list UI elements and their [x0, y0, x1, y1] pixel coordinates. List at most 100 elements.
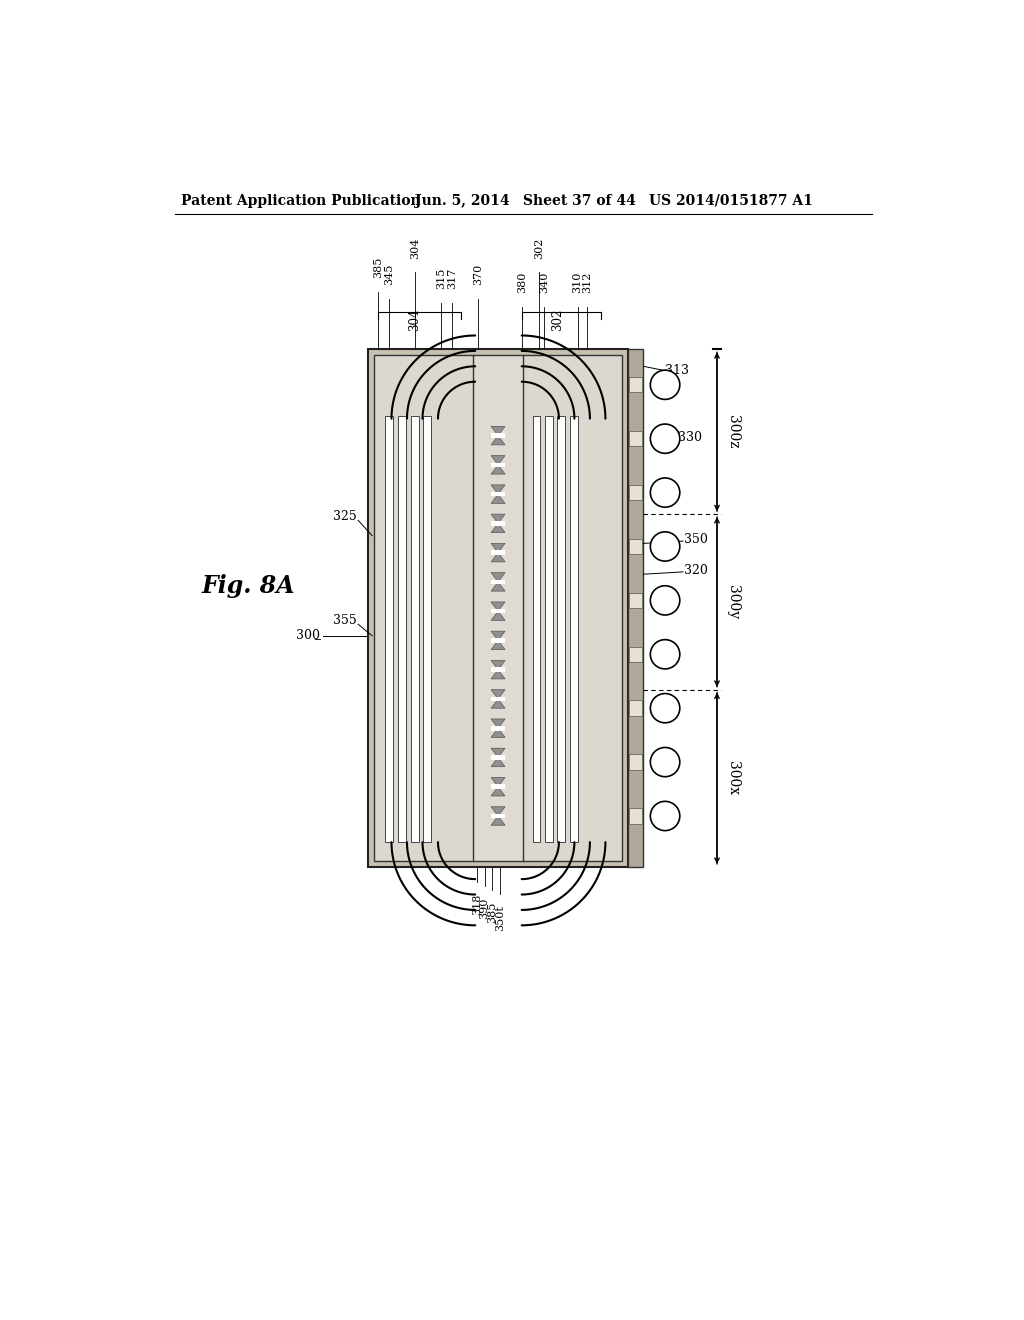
Text: Jun. 5, 2014: Jun. 5, 2014 [415, 194, 509, 207]
Bar [630, 593, 642, 609]
Polygon shape [492, 700, 505, 708]
Polygon shape [492, 787, 505, 796]
Circle shape [650, 640, 680, 669]
Polygon shape [492, 524, 505, 533]
Polygon shape [492, 807, 505, 816]
Bar [492, 609, 505, 614]
Bar [492, 813, 505, 818]
Bar [630, 647, 642, 663]
Polygon shape [492, 553, 505, 562]
Bar [545, 416, 553, 842]
Bar [492, 579, 505, 585]
Text: 350: 350 [684, 533, 709, 546]
Text: Fig. 8A: Fig. 8A [202, 574, 295, 598]
Bar [369, 350, 628, 867]
Circle shape [650, 747, 680, 776]
Text: 380: 380 [517, 272, 526, 293]
Circle shape [650, 586, 680, 615]
Bar [398, 416, 407, 842]
Bar [628, 350, 643, 867]
Bar [492, 462, 505, 467]
Bar [521, 355, 623, 861]
Bar [630, 539, 642, 554]
Polygon shape [492, 611, 505, 620]
Bar [532, 416, 541, 842]
Bar [473, 355, 523, 861]
Text: 390: 390 [479, 898, 489, 919]
Bar [492, 550, 505, 554]
Bar [423, 416, 431, 842]
Text: 312: 312 [582, 272, 592, 293]
Text: 315: 315 [436, 268, 446, 289]
Bar [492, 697, 505, 701]
Bar [492, 726, 505, 730]
Polygon shape [492, 573, 505, 582]
Polygon shape [492, 582, 505, 591]
Text: 317: 317 [446, 268, 457, 289]
Text: 320: 320 [684, 564, 709, 577]
Bar [630, 701, 642, 715]
Circle shape [650, 370, 680, 400]
Text: 304: 304 [409, 309, 421, 331]
Bar [630, 755, 642, 770]
Polygon shape [492, 436, 505, 445]
Polygon shape [492, 494, 505, 503]
Text: 340: 340 [540, 272, 549, 293]
Circle shape [650, 424, 680, 453]
Bar [492, 755, 505, 760]
Bar [375, 355, 475, 861]
Text: 330: 330 [678, 432, 702, 445]
Text: Patent Application Publication: Patent Application Publication [180, 194, 420, 207]
Text: 385: 385 [487, 902, 498, 923]
Text: 302: 302 [552, 309, 564, 331]
Text: 350t: 350t [495, 906, 505, 931]
Bar [557, 416, 565, 842]
Polygon shape [492, 484, 505, 494]
Bar [492, 638, 505, 643]
Text: US 2014/0151877 A1: US 2014/0151877 A1 [649, 194, 813, 207]
Bar [385, 416, 393, 842]
Polygon shape [492, 689, 505, 700]
Text: 345: 345 [384, 264, 394, 285]
Text: 302: 302 [534, 238, 544, 259]
Text: 370: 370 [473, 264, 483, 285]
Polygon shape [492, 729, 505, 738]
Polygon shape [492, 748, 505, 758]
Text: 304: 304 [410, 238, 420, 259]
Polygon shape [492, 669, 505, 678]
Polygon shape [492, 602, 505, 611]
Bar [492, 492, 505, 496]
Bar [411, 416, 419, 842]
Circle shape [650, 801, 680, 830]
Polygon shape [492, 758, 505, 767]
Circle shape [650, 693, 680, 723]
Text: Sheet 37 of 44: Sheet 37 of 44 [523, 194, 636, 207]
Text: 385: 385 [374, 256, 383, 277]
Polygon shape [492, 426, 505, 436]
Text: 325: 325 [333, 510, 356, 523]
Text: 310: 310 [572, 272, 583, 293]
Polygon shape [492, 777, 505, 787]
Polygon shape [492, 640, 505, 649]
Bar [630, 484, 642, 500]
Bar [492, 668, 505, 672]
Polygon shape [492, 719, 505, 729]
Text: ─: ─ [314, 635, 321, 644]
Text: 300z: 300z [726, 414, 740, 449]
Bar [492, 784, 505, 789]
Circle shape [650, 532, 680, 561]
Polygon shape [492, 455, 505, 465]
Polygon shape [492, 544, 505, 553]
Text: 300x: 300x [726, 762, 740, 796]
Bar [492, 433, 505, 438]
Text: 355: 355 [333, 614, 356, 627]
Polygon shape [492, 660, 505, 669]
Bar [569, 416, 578, 842]
Polygon shape [492, 631, 505, 640]
Text: 300: 300 [296, 630, 321, 643]
Bar [630, 378, 642, 392]
Text: 300y: 300y [726, 585, 740, 619]
Bar [630, 808, 642, 824]
Text: 318: 318 [472, 894, 481, 915]
Text: 313: 313 [665, 363, 689, 376]
